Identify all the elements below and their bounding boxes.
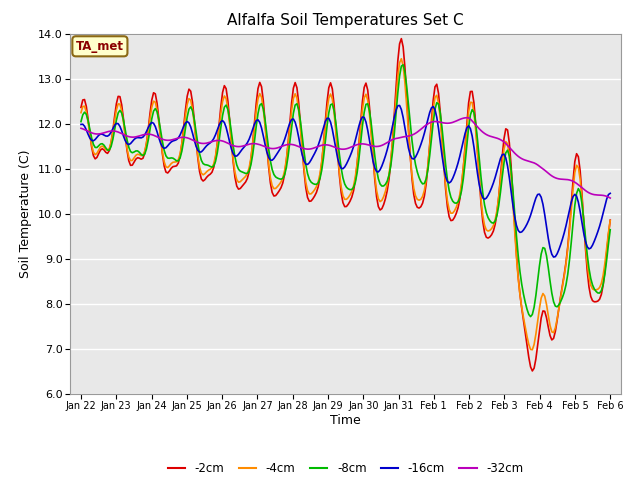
Legend: -2cm, -4cm, -8cm, -16cm, -32cm: -2cm, -4cm, -8cm, -16cm, -32cm — [163, 457, 528, 480]
-2cm — [392, 83, 400, 89]
Line: -8cm: -8cm — [81, 65, 610, 317]
-4cm — [390, 117, 398, 123]
-32cm — [525, 158, 532, 164]
Line: -32cm: -32cm — [81, 118, 610, 198]
-4cm — [606, 218, 614, 224]
-2cm — [606, 217, 614, 223]
Line: -4cm: -4cm — [81, 59, 610, 350]
-32cm — [559, 176, 566, 182]
-16cm — [606, 191, 614, 196]
-4cm — [392, 94, 400, 100]
-16cm — [525, 217, 532, 223]
Line: -16cm: -16cm — [81, 106, 610, 257]
-4cm — [77, 110, 85, 116]
-32cm — [77, 125, 85, 131]
-8cm — [392, 110, 400, 116]
-16cm — [403, 135, 410, 141]
-2cm — [77, 105, 85, 110]
-2cm — [561, 272, 568, 277]
-32cm — [401, 134, 409, 140]
-32cm — [79, 126, 86, 132]
-8cm — [77, 119, 85, 124]
-2cm — [525, 355, 532, 360]
Line: -2cm: -2cm — [81, 38, 610, 371]
-8cm — [561, 289, 568, 295]
-8cm — [527, 314, 534, 320]
-16cm — [77, 121, 85, 127]
-8cm — [79, 112, 86, 118]
-2cm — [397, 36, 405, 41]
-16cm — [561, 230, 568, 236]
-32cm — [463, 115, 470, 120]
X-axis label: Time: Time — [330, 414, 361, 427]
-4cm — [397, 56, 405, 61]
-32cm — [606, 195, 614, 201]
-32cm — [392, 135, 400, 141]
-4cm — [561, 273, 568, 279]
-8cm — [399, 62, 407, 68]
-32cm — [390, 136, 398, 142]
-2cm — [403, 92, 410, 98]
-16cm — [392, 107, 400, 113]
-8cm — [390, 131, 398, 137]
Title: Alfalfa Soil Temperatures Set C: Alfalfa Soil Temperatures Set C — [227, 13, 464, 28]
-16cm — [396, 103, 403, 108]
-8cm — [606, 227, 614, 233]
-2cm — [79, 97, 86, 103]
-8cm — [403, 84, 410, 89]
-16cm — [550, 254, 557, 260]
Y-axis label: Soil Temperature (C): Soil Temperature (C) — [19, 149, 33, 278]
-8cm — [525, 312, 532, 317]
-4cm — [403, 103, 410, 108]
-16cm — [390, 114, 398, 120]
-2cm — [390, 111, 398, 117]
Text: TA_met: TA_met — [76, 40, 124, 53]
-4cm — [529, 347, 536, 353]
-4cm — [79, 104, 86, 109]
-16cm — [79, 121, 86, 127]
-4cm — [525, 341, 532, 347]
-2cm — [529, 368, 536, 374]
